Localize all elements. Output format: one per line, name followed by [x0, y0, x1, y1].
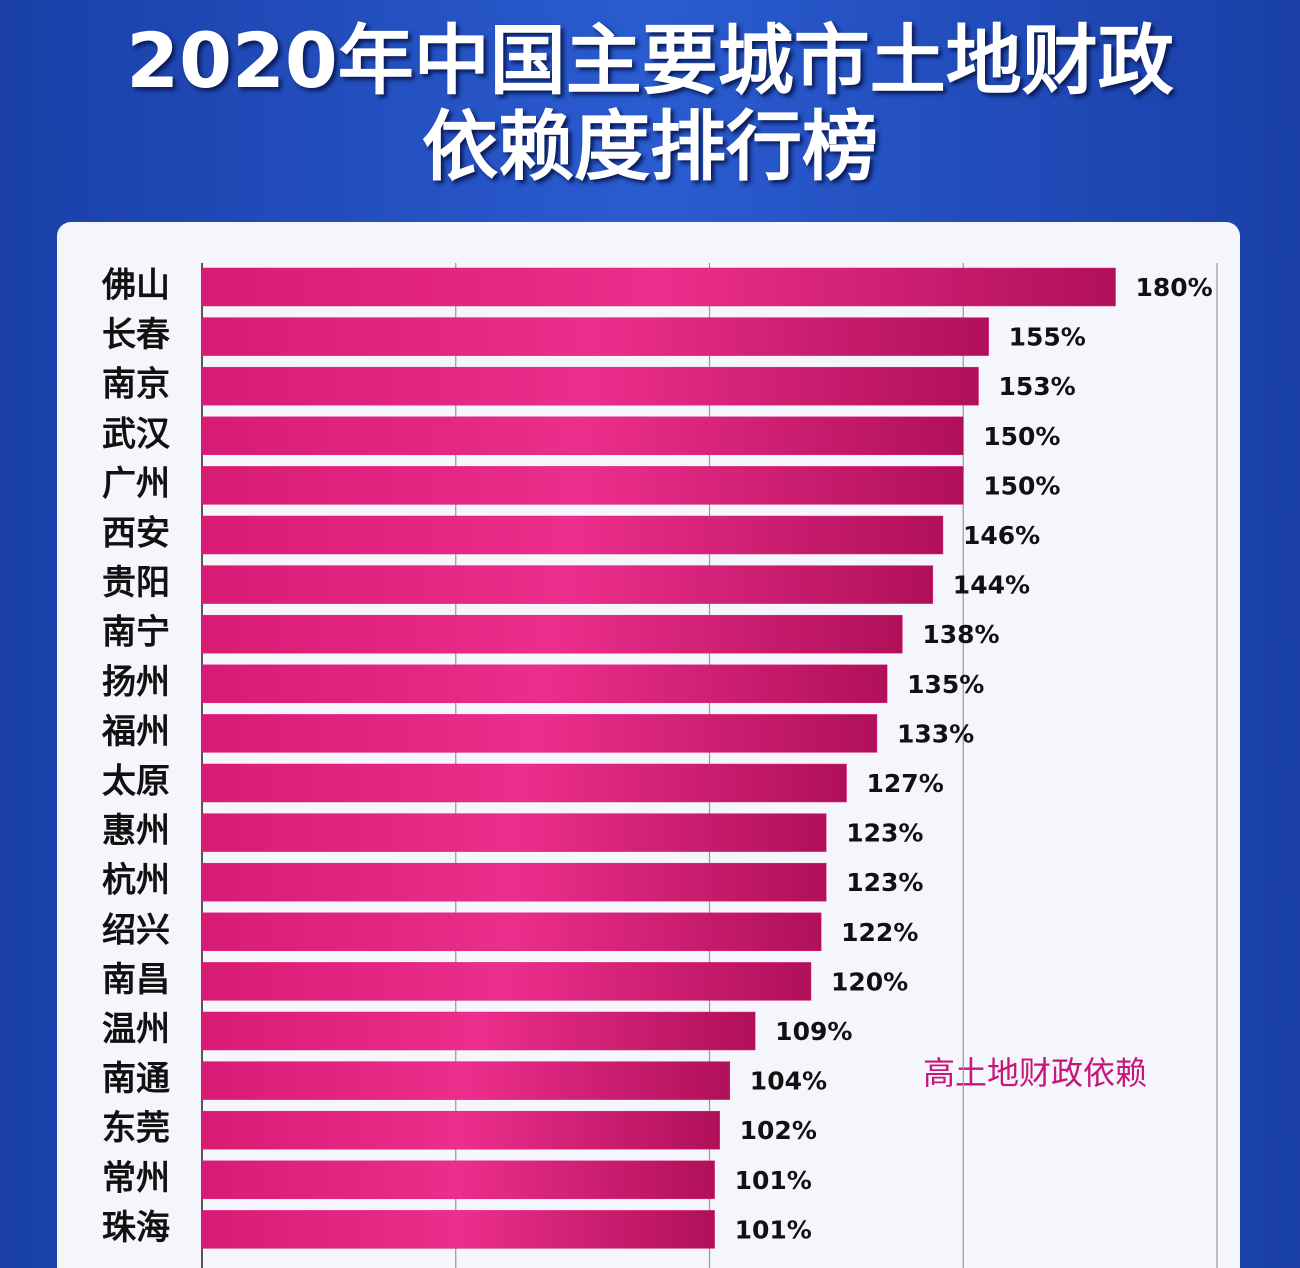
y-tick-label: 广州	[102, 464, 170, 504]
y-tick-label: 南昌	[102, 960, 170, 1000]
y-tick-label: 珠海	[102, 1208, 170, 1248]
value-label: 123%	[846, 819, 923, 848]
bar	[201, 1110, 720, 1150]
y-tick-label: 南宁	[102, 613, 170, 653]
value-label: 109%	[775, 1017, 852, 1046]
value-label: 155%	[1009, 323, 1086, 352]
value-label: 123%	[846, 868, 923, 897]
bar	[201, 664, 888, 704]
annotation: 高土地财政依赖	[923, 1054, 1147, 1092]
bar	[201, 714, 878, 753]
bar	[201, 515, 944, 555]
value-label: 120%	[831, 967, 908, 996]
value-label: 104%	[750, 1067, 827, 1096]
value-label: 144%	[953, 571, 1030, 600]
chart-title: 2020年中国主要城市土地财政依赖度排行榜	[126, 16, 1174, 191]
y-tick-label: 惠州	[102, 811, 170, 851]
value-label: 153%	[998, 372, 1075, 401]
y-tick-label: 西安	[102, 514, 170, 554]
value-label: 135%	[907, 670, 984, 699]
value-label: 127%	[867, 769, 944, 798]
value-label: 150%	[983, 471, 1060, 500]
bar	[201, 1210, 715, 1249]
y-tick-label: 绍兴	[102, 910, 170, 950]
y-tick-label: 南京	[102, 365, 170, 405]
y-tick-label: 温州	[102, 1010, 170, 1050]
value-label: 102%	[740, 1116, 817, 1145]
value-label: 101%	[735, 1215, 812, 1244]
bar	[201, 1011, 756, 1051]
bar	[201, 912, 822, 952]
value-label: 138%	[922, 620, 999, 649]
y-tick-label: 东莞	[102, 1109, 170, 1149]
y-tick-label: 杭州	[102, 861, 170, 901]
bar	[201, 763, 847, 803]
bar	[201, 267, 1116, 307]
y-tick-label: 武汉	[102, 414, 171, 454]
y-tick-label: 常州	[102, 1158, 170, 1198]
value-label: 146%	[963, 521, 1040, 550]
value-label: 133%	[897, 719, 974, 748]
bar	[201, 1160, 715, 1200]
value-label: 150%	[983, 422, 1060, 451]
bar	[201, 416, 964, 456]
bar	[201, 614, 903, 654]
bar	[201, 1061, 731, 1100]
value-label: 180%	[1136, 273, 1213, 302]
y-tick-label: 佛山	[101, 266, 170, 306]
bar	[201, 466, 964, 505]
value-label: 101%	[735, 1166, 812, 1195]
y-tick-label: 南通	[102, 1059, 170, 1099]
bar	[201, 962, 812, 1001]
bar	[201, 366, 979, 406]
bar	[201, 317, 989, 356]
y-tick-label: 长春	[102, 315, 170, 355]
y-tick-label: 扬州	[102, 662, 170, 702]
y-tick-label: 福州	[101, 712, 170, 752]
bar	[201, 862, 827, 902]
bar	[201, 565, 934, 604]
value-label: 122%	[841, 918, 918, 947]
bar	[201, 813, 827, 852]
y-tick-label: 太原	[102, 762, 170, 802]
y-tick-label: 贵阳	[102, 563, 170, 603]
